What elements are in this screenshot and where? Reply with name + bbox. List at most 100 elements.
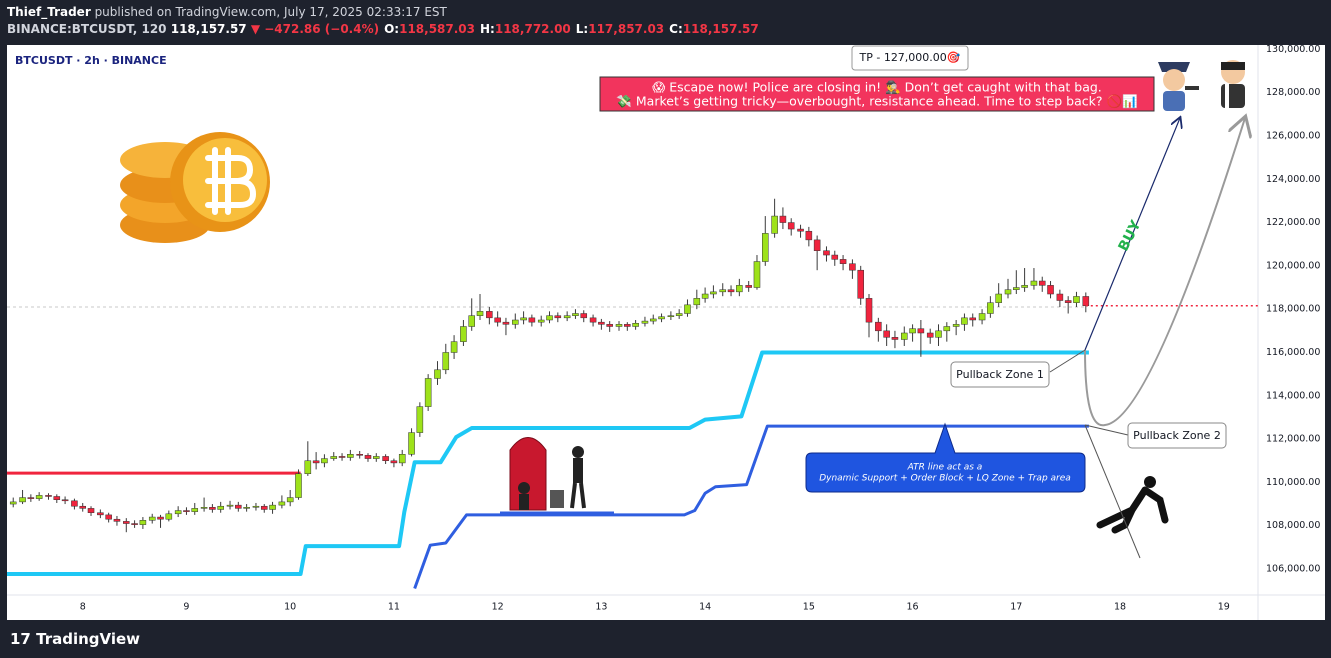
candle-body	[909, 328, 916, 334]
candle-body	[502, 321, 510, 325]
candle-body	[235, 504, 242, 509]
candle-body	[494, 317, 501, 323]
candle-body	[935, 330, 942, 338]
candle-body	[191, 508, 199, 512]
candle-body	[356, 454, 363, 456]
x-tick-label: 14	[699, 602, 711, 613]
y-tick-label: 128,000.00	[1266, 87, 1320, 98]
candle-body	[1064, 300, 1072, 303]
candle-body	[123, 521, 130, 524]
candle-body	[813, 239, 821, 251]
note-line: Dynamic Support + Order Block + LQ Zone …	[819, 474, 1071, 484]
tp-box	[851, 45, 969, 71]
chart-legend: BTCUSDT · 2h · BINANCE	[15, 54, 167, 67]
y-tick-label: 124,000.00	[1266, 174, 1320, 185]
ohlc-value: 117,857.03	[588, 22, 664, 36]
y-tick-label: 116,000.00	[1266, 347, 1320, 358]
header-line-1: Thief_Trader published on TradingView.co…	[7, 5, 448, 20]
candle-body	[537, 319, 545, 323]
note-line: ATR line act as a	[907, 463, 983, 473]
candle-body	[226, 504, 234, 507]
candle-body	[865, 298, 873, 323]
candle-body	[736, 285, 743, 293]
candle-body	[546, 315, 553, 321]
coin-stack	[120, 132, 270, 243]
candle-body	[943, 326, 951, 332]
candle-body	[1047, 285, 1054, 295]
x-tick-label: 18	[1114, 602, 1126, 613]
candle-body	[805, 230, 813, 241]
candle-body	[416, 406, 424, 433]
thief-figure	[1221, 60, 1245, 108]
candle-body	[667, 315, 675, 318]
candle-body	[312, 460, 320, 464]
candle-body	[649, 318, 657, 322]
candle-body	[269, 504, 276, 510]
candle-body	[580, 313, 588, 319]
x-tick-label: 8	[80, 602, 86, 613]
candle-body	[53, 496, 61, 500]
ohlc-label: C:	[669, 22, 683, 36]
candle-body	[797, 228, 804, 232]
candle-body	[1030, 280, 1038, 286]
y-tick-label: 130,000.00	[1266, 44, 1320, 55]
candle-body	[693, 298, 701, 306]
candle-body	[148, 516, 156, 521]
x-tick-label: 19	[1218, 602, 1230, 613]
candle-body	[641, 320, 649, 324]
x-tick-label: 17	[1010, 602, 1022, 613]
y-tick-label: 108,000.00	[1266, 520, 1320, 531]
logo-mark: 17	[10, 630, 36, 648]
candle-body	[875, 321, 882, 332]
x-tick-label: 13	[595, 602, 607, 613]
candle-body	[330, 456, 338, 459]
candle-body	[710, 291, 717, 295]
candle-body	[1056, 293, 1064, 301]
candle-body	[1013, 287, 1020, 290]
candle-body	[442, 352, 450, 371]
published: published on TradingView.com, July 17, 2…	[95, 5, 448, 19]
path-arrow	[1084, 118, 1245, 427]
candle-body	[79, 505, 86, 509]
candle-body	[71, 500, 78, 507]
candle-body	[27, 497, 35, 499]
x-tick-label: 16	[907, 602, 919, 613]
candle-body	[278, 501, 286, 506]
candle-body	[286, 497, 294, 503]
candle-body	[779, 215, 787, 223]
y-tick-label: 114,000.00	[1266, 390, 1320, 401]
candle-body	[771, 215, 778, 234]
candle-body	[745, 285, 752, 288]
candle-body	[753, 261, 761, 288]
note-callout	[805, 422, 1086, 493]
candle-body	[157, 516, 164, 520]
banner-line: 💸 Market’s getting tricky—overbought, re…	[616, 94, 1137, 109]
candle-body	[217, 505, 224, 510]
candle-body	[183, 510, 190, 512]
candle-body	[1021, 285, 1028, 288]
candle-body	[424, 378, 432, 407]
author: Thief_Trader	[7, 5, 91, 20]
candle-body	[476, 311, 484, 316]
candle-body	[408, 432, 415, 455]
zone2-box	[1127, 422, 1227, 449]
candle-body	[883, 330, 890, 338]
trap-line	[1084, 424, 1141, 559]
ohlc-label: L:	[576, 22, 588, 36]
candle-body	[615, 324, 623, 327]
candle-body	[987, 302, 994, 314]
candle-body	[364, 455, 372, 459]
header-line-2: BINANCE:BTCUSDT, 120 118,157.57 ▼ −472.8…	[7, 22, 759, 36]
candle-body	[684, 304, 691, 314]
candle-body	[35, 495, 43, 499]
candle-body	[434, 369, 441, 379]
y-tick-label: 120,000.00	[1266, 260, 1320, 271]
level-line	[413, 424, 1089, 590]
candle-body	[373, 456, 380, 459]
candle-body	[398, 454, 406, 464]
x-tick-label: 11	[388, 602, 400, 613]
candle-body	[978, 313, 986, 321]
ohlc-label: O:	[384, 22, 399, 36]
x-tick-label: 10	[284, 602, 296, 613]
